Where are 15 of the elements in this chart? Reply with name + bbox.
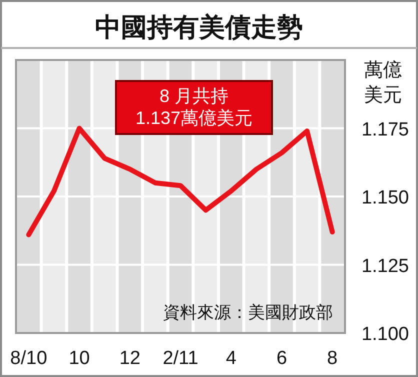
x-tick-label: 10 bbox=[68, 348, 90, 369]
y-tick-label: 1.100 bbox=[361, 324, 409, 345]
y-tick-label: 1.175 bbox=[361, 119, 409, 140]
annotation: 8 月共持 1.137萬億美元 bbox=[135, 86, 253, 128]
x-tick-label: 4 bbox=[226, 348, 237, 369]
x-tick-label: 2/11 bbox=[162, 348, 198, 369]
y-tick-label: 1.125 bbox=[361, 256, 409, 277]
chart-title: 中國持有美債走勢 bbox=[95, 12, 303, 42]
x-tick-label: 6 bbox=[276, 348, 288, 369]
annotation: 資料來源：美國財政部 bbox=[163, 303, 333, 323]
y-tick-label: 1.150 bbox=[361, 188, 409, 208]
x-tick-label: 8 bbox=[327, 348, 338, 369]
y-axis-title: 萬億美元 bbox=[364, 60, 402, 106]
x-tick-label: 8/10 bbox=[10, 348, 48, 369]
x-tick-label: 12 bbox=[119, 348, 140, 369]
